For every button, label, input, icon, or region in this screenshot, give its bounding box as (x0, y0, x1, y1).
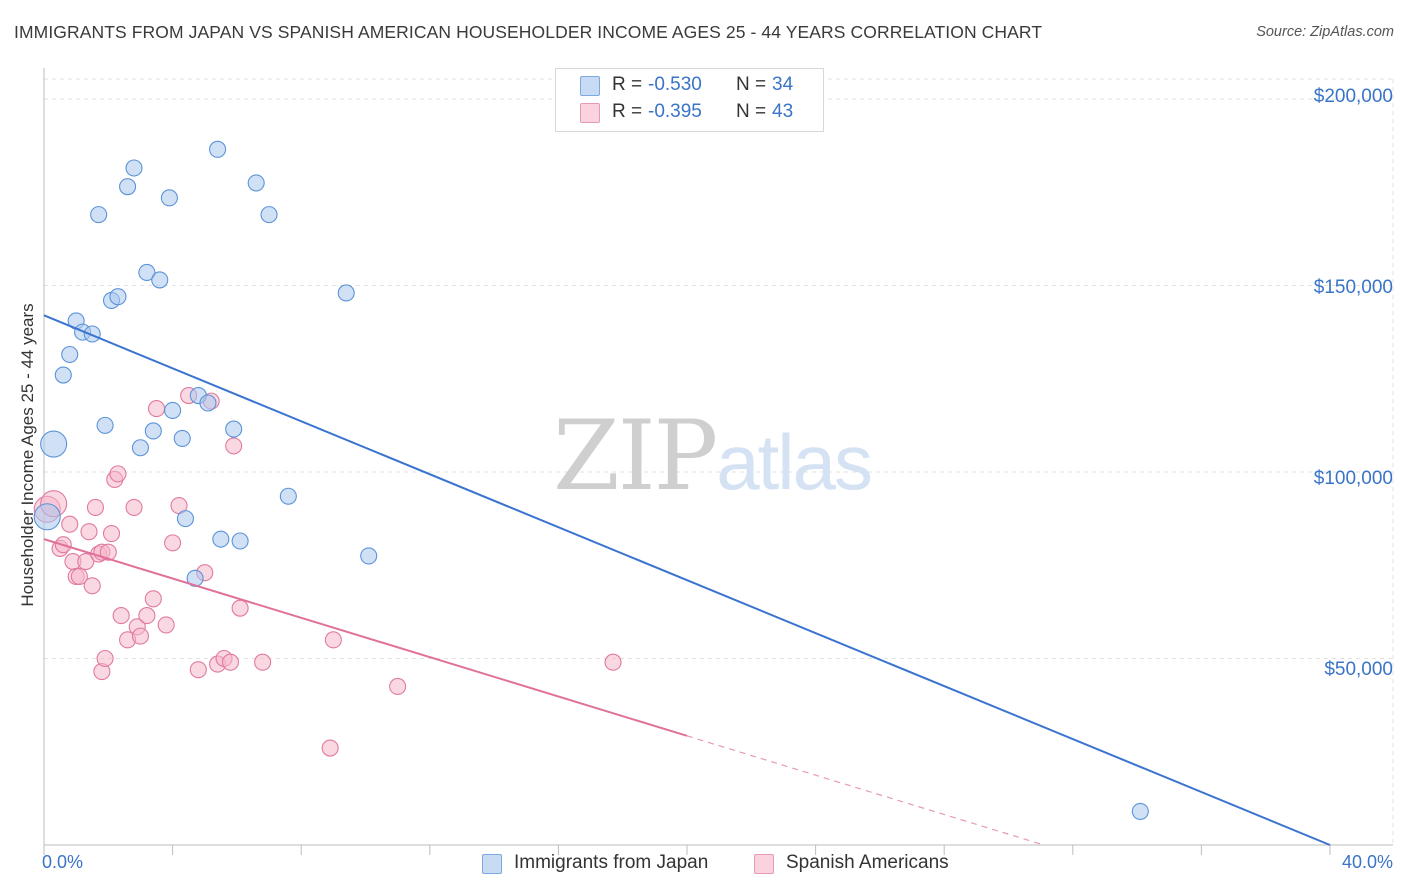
data-point-japan (225, 420, 243, 438)
data-point-spanish (138, 607, 156, 625)
data-point-spanish (125, 498, 143, 516)
trendline-spanish-extension (686, 735, 1045, 846)
data-point-spanish (147, 400, 166, 418)
data-point-japan (109, 288, 127, 306)
y-axis-label: Householder Income Ages 25 - 44 years (18, 303, 37, 607)
data-point-spanish (70, 567, 88, 585)
data-point-spanish (83, 577, 101, 595)
legend-r-label: R = (612, 101, 643, 122)
data-point-spanish (189, 661, 207, 679)
data-point-japan (54, 366, 72, 384)
data-point-japan (151, 271, 169, 289)
data-point-japan (212, 530, 230, 548)
trendline-spanish (43, 538, 688, 737)
data-point-spanish (131, 627, 149, 645)
y-tick-200k: $200,000 (1313, 86, 1393, 107)
y-tick-50k: $50,000 (1324, 659, 1393, 680)
data-point-japan (125, 159, 143, 177)
data-point-japan (279, 487, 297, 505)
data-point-spanish (144, 590, 162, 608)
data-point-japan (61, 345, 79, 364)
data-point-japan (96, 416, 114, 434)
data-point-spanish (389, 677, 407, 696)
data-point-spanish (102, 524, 121, 543)
data-point-spanish (157, 616, 175, 634)
legend-r-value: -0.530 (648, 74, 702, 95)
data-point-japan (144, 422, 162, 440)
data-point-spanish (321, 739, 339, 757)
legend-n-label: N = (736, 74, 767, 95)
data-point-japan (138, 263, 156, 281)
legend-swatch-spanish (754, 854, 774, 874)
source-credit: Source: ZipAtlas.com (1256, 24, 1394, 40)
data-point-japan (209, 140, 227, 158)
data-point-japan (90, 206, 108, 224)
data-point-japan (260, 206, 278, 224)
data-point-japan (131, 439, 149, 457)
data-point-spanish (86, 498, 104, 516)
data-point-spanish (80, 523, 98, 541)
data-point-japan (247, 174, 265, 192)
data-point-spanish (99, 543, 117, 561)
stats-legend: R = -0.530 N = 34 R = -0.395 N = 43 (555, 68, 824, 132)
data-point-japan (1131, 802, 1149, 820)
trendline-japan (43, 314, 1331, 846)
data-point-japan (173, 429, 191, 447)
legend-swatch-spanish (580, 103, 600, 123)
data-point-japan (164, 401, 182, 420)
data-point-japan (40, 430, 68, 458)
data-point-spanish (254, 653, 272, 671)
data-point-spanish (109, 465, 127, 483)
data-point-spanish (604, 653, 622, 671)
legend-r-label: R = (612, 74, 643, 95)
data-point-japan (119, 178, 137, 196)
data-point-spanish (77, 552, 95, 571)
y-tick-100k: $100,000 (1313, 468, 1393, 489)
legend-label-japan: Immigrants from Japan (514, 852, 709, 873)
data-point-japan (33, 503, 61, 531)
data-point-japan (337, 284, 355, 302)
data-point-japan (360, 547, 378, 565)
legend-n-label: N = (736, 101, 767, 122)
data-point-spanish (96, 649, 114, 668)
data-point-spanish (231, 599, 249, 617)
data-point-spanish (221, 653, 240, 671)
legend-n-value: 43 (772, 101, 794, 122)
legend-r-value: -0.395 (648, 101, 702, 122)
data-point-spanish (164, 534, 182, 552)
data-point-spanish (324, 631, 342, 649)
data-point-japan (160, 189, 178, 207)
x-tick-min: 0.0% (42, 852, 84, 872)
y-tick-150k: $150,000 (1313, 277, 1393, 298)
legend-swatch-japan (482, 854, 502, 874)
data-point-spanish (112, 607, 130, 625)
data-point-japan (176, 510, 195, 528)
data-point-spanish (61, 515, 79, 533)
legend-swatch-japan (580, 76, 600, 96)
watermark-atlas: atlas (716, 418, 873, 506)
watermark-zip: ZIP (553, 400, 718, 512)
legend-n-value: 34 (772, 74, 794, 95)
legend-label-spanish: Spanish Americans (786, 852, 949, 873)
data-point-japan (231, 532, 249, 550)
data-point-japan (199, 394, 217, 412)
chart-title: IMMIGRANTS FROM JAPAN VS SPANISH AMERICA… (14, 22, 1043, 42)
data-point-japan (83, 325, 101, 343)
data-point-spanish (225, 437, 243, 455)
watermark: ZIPatlas (553, 400, 873, 512)
x-tick-max: 40.0% (1341, 852, 1393, 872)
